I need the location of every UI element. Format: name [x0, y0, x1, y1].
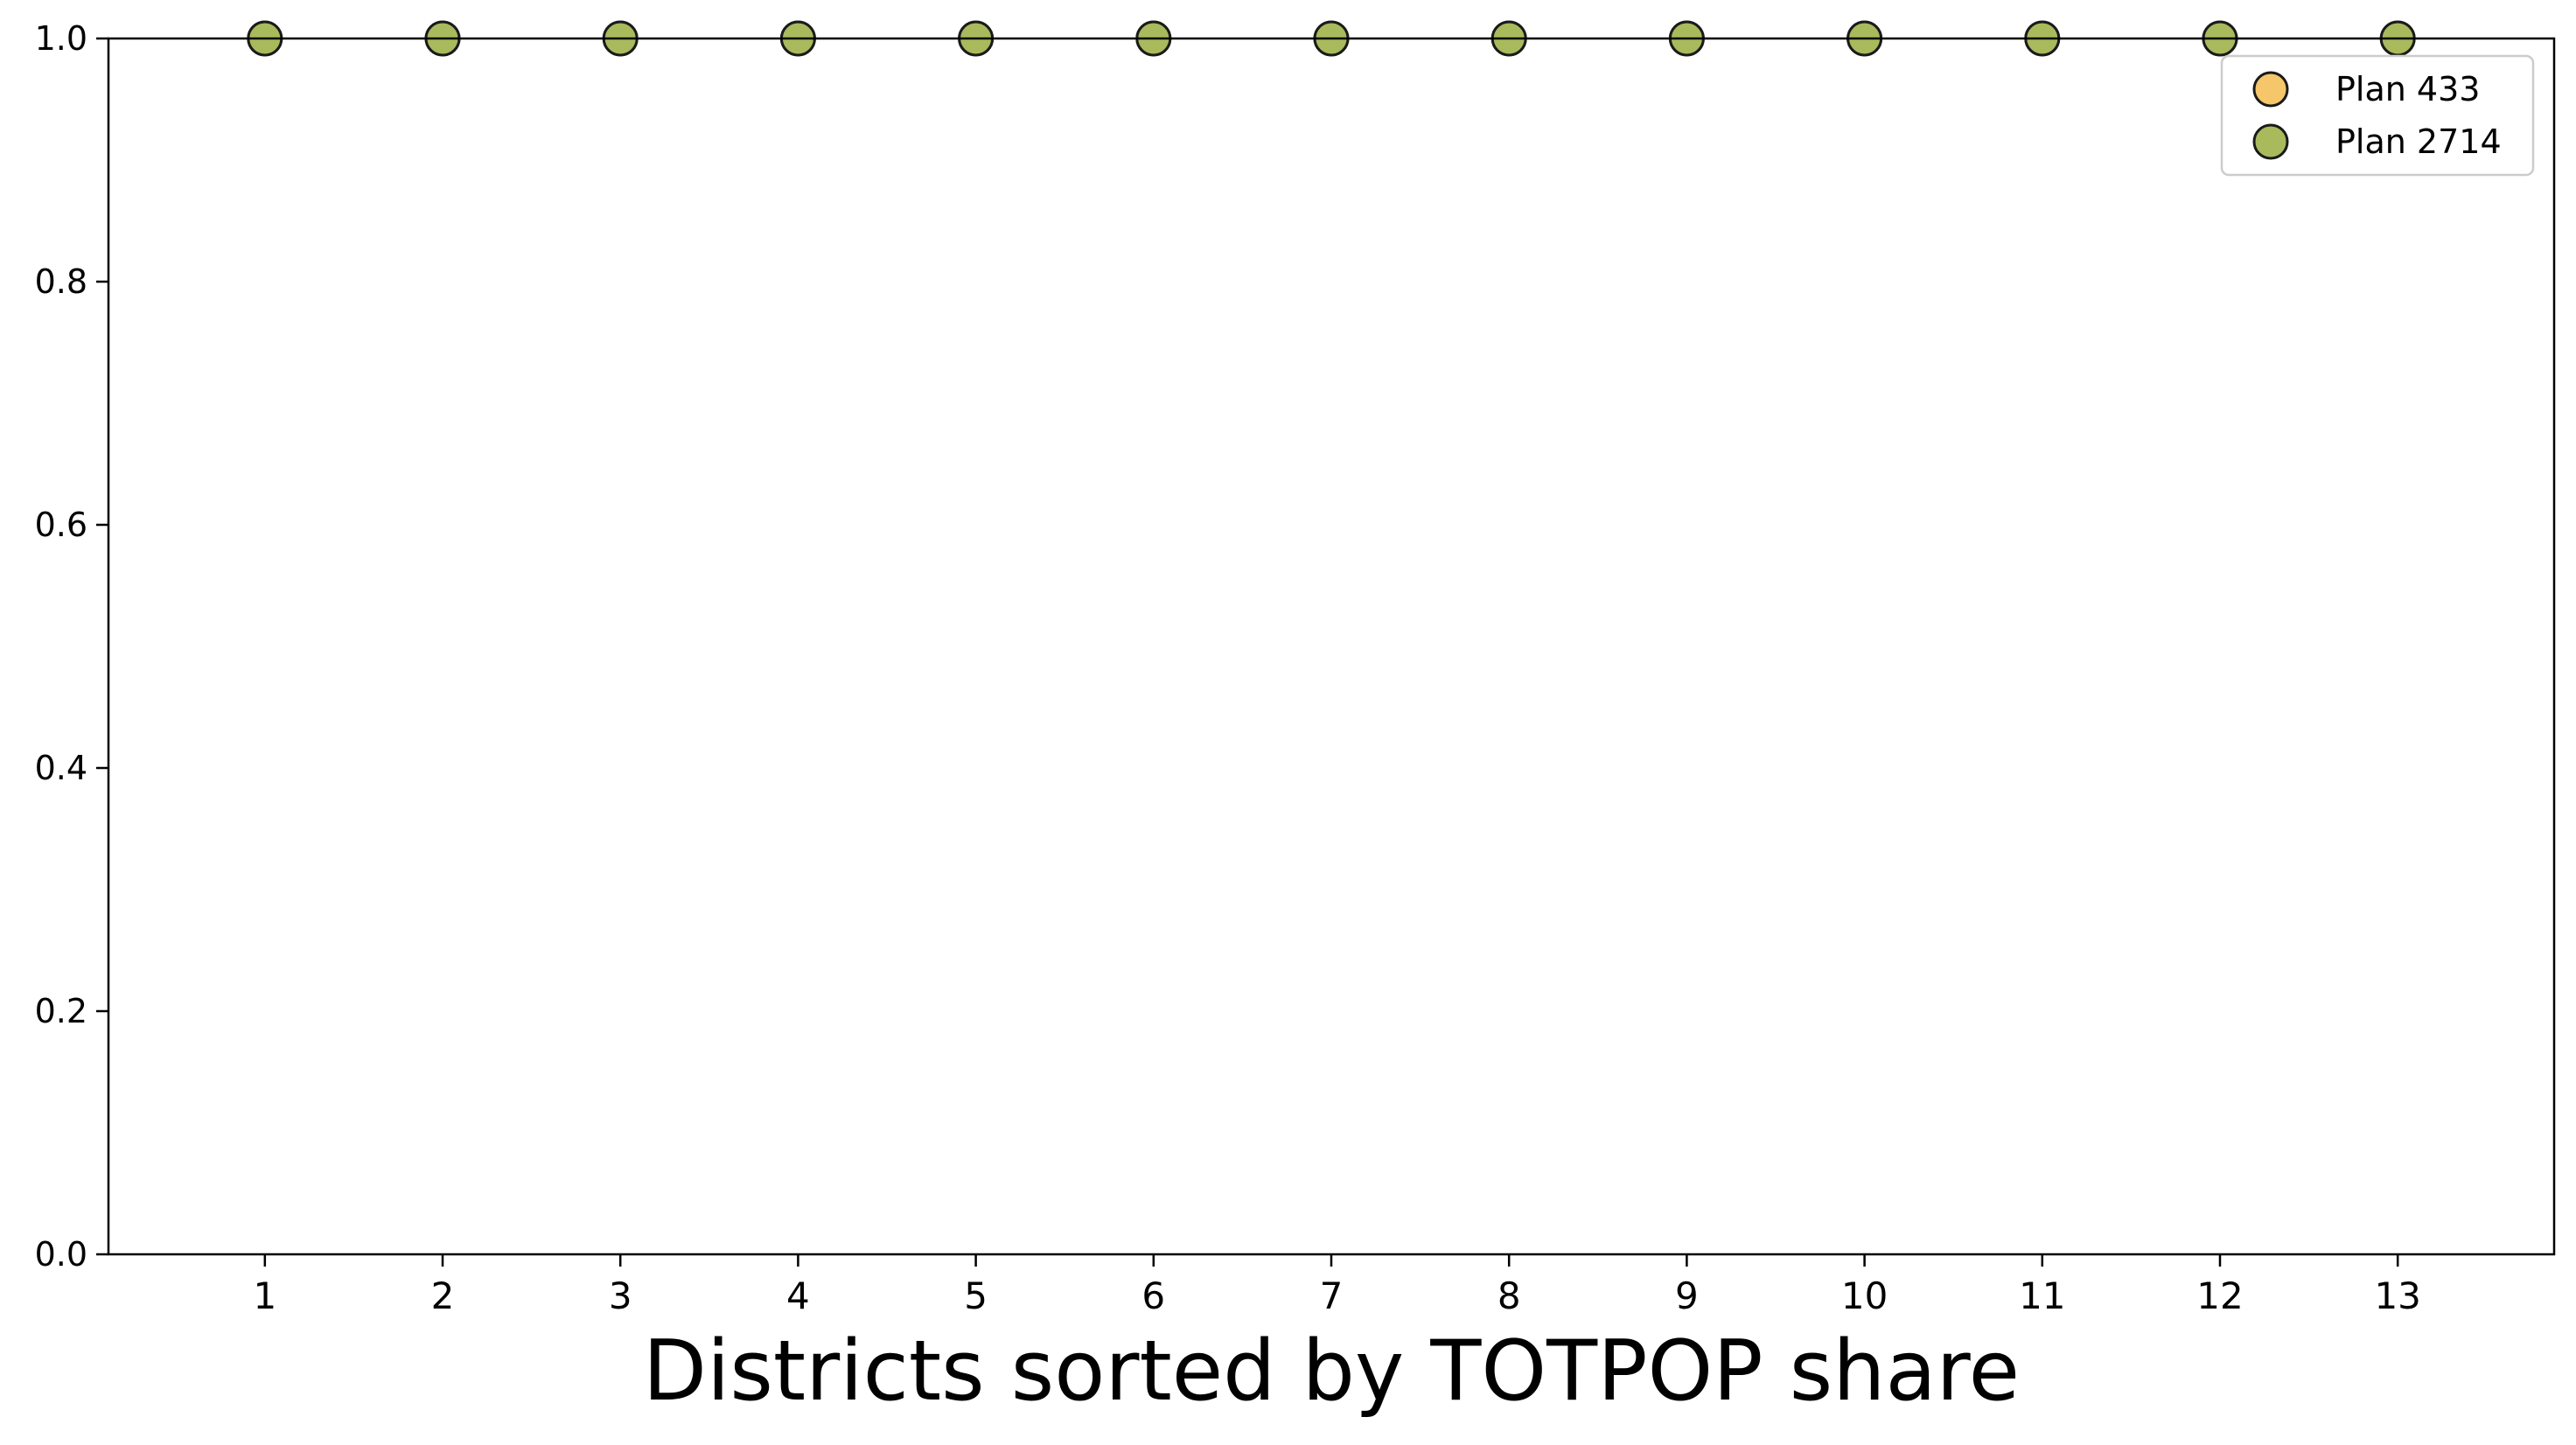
y-tick-label: 0.0	[35, 1235, 87, 1274]
plot-frame	[107, 37, 2556, 1256]
x-tick-label: 9	[1675, 1274, 1699, 1317]
x-tick-label: 2	[431, 1274, 455, 1317]
x-axis-title: Districts sorted by TOTPOP share	[643, 1323, 2020, 1420]
y-tick-label: 0.2	[35, 992, 87, 1030]
x-tick-label: 1	[253, 1274, 276, 1317]
x-tick-label: 7	[1320, 1274, 1344, 1317]
y-axis: 0.0 0.2 0.4 0.6 0.8 1.0	[35, 19, 108, 1274]
legend-box	[2220, 54, 2535, 177]
y-tick-label: 1.0	[35, 19, 87, 58]
legend-marker	[2252, 123, 2289, 160]
x-tick-label: 4	[786, 1274, 810, 1317]
x-axis: 1 2 3 4 5 6 7 8 9 10 11 12 13	[253, 1254, 2421, 1317]
legend-label: Plan 2714	[2335, 122, 2502, 161]
x-tick-label: 11	[2019, 1274, 2065, 1317]
y-tick-label: 0.4	[35, 749, 87, 787]
x-tick-label: 10	[1841, 1274, 1888, 1317]
legend: Plan 433 Plan 2714	[2220, 54, 2535, 177]
x-tick-label: 8	[1497, 1274, 1521, 1317]
x-tick-label: 3	[609, 1274, 632, 1317]
x-tick-label: 6	[1141, 1274, 1165, 1317]
legend-label: Plan 433	[2335, 70, 2480, 108]
y-tick-label: 0.6	[35, 506, 87, 544]
y-tick-label: 0.8	[35, 262, 87, 301]
legend-marker	[2252, 71, 2289, 108]
x-tick-label: 12	[2196, 1274, 2243, 1317]
x-tick-label: 13	[2374, 1274, 2420, 1317]
x-tick-label: 5	[964, 1274, 988, 1317]
